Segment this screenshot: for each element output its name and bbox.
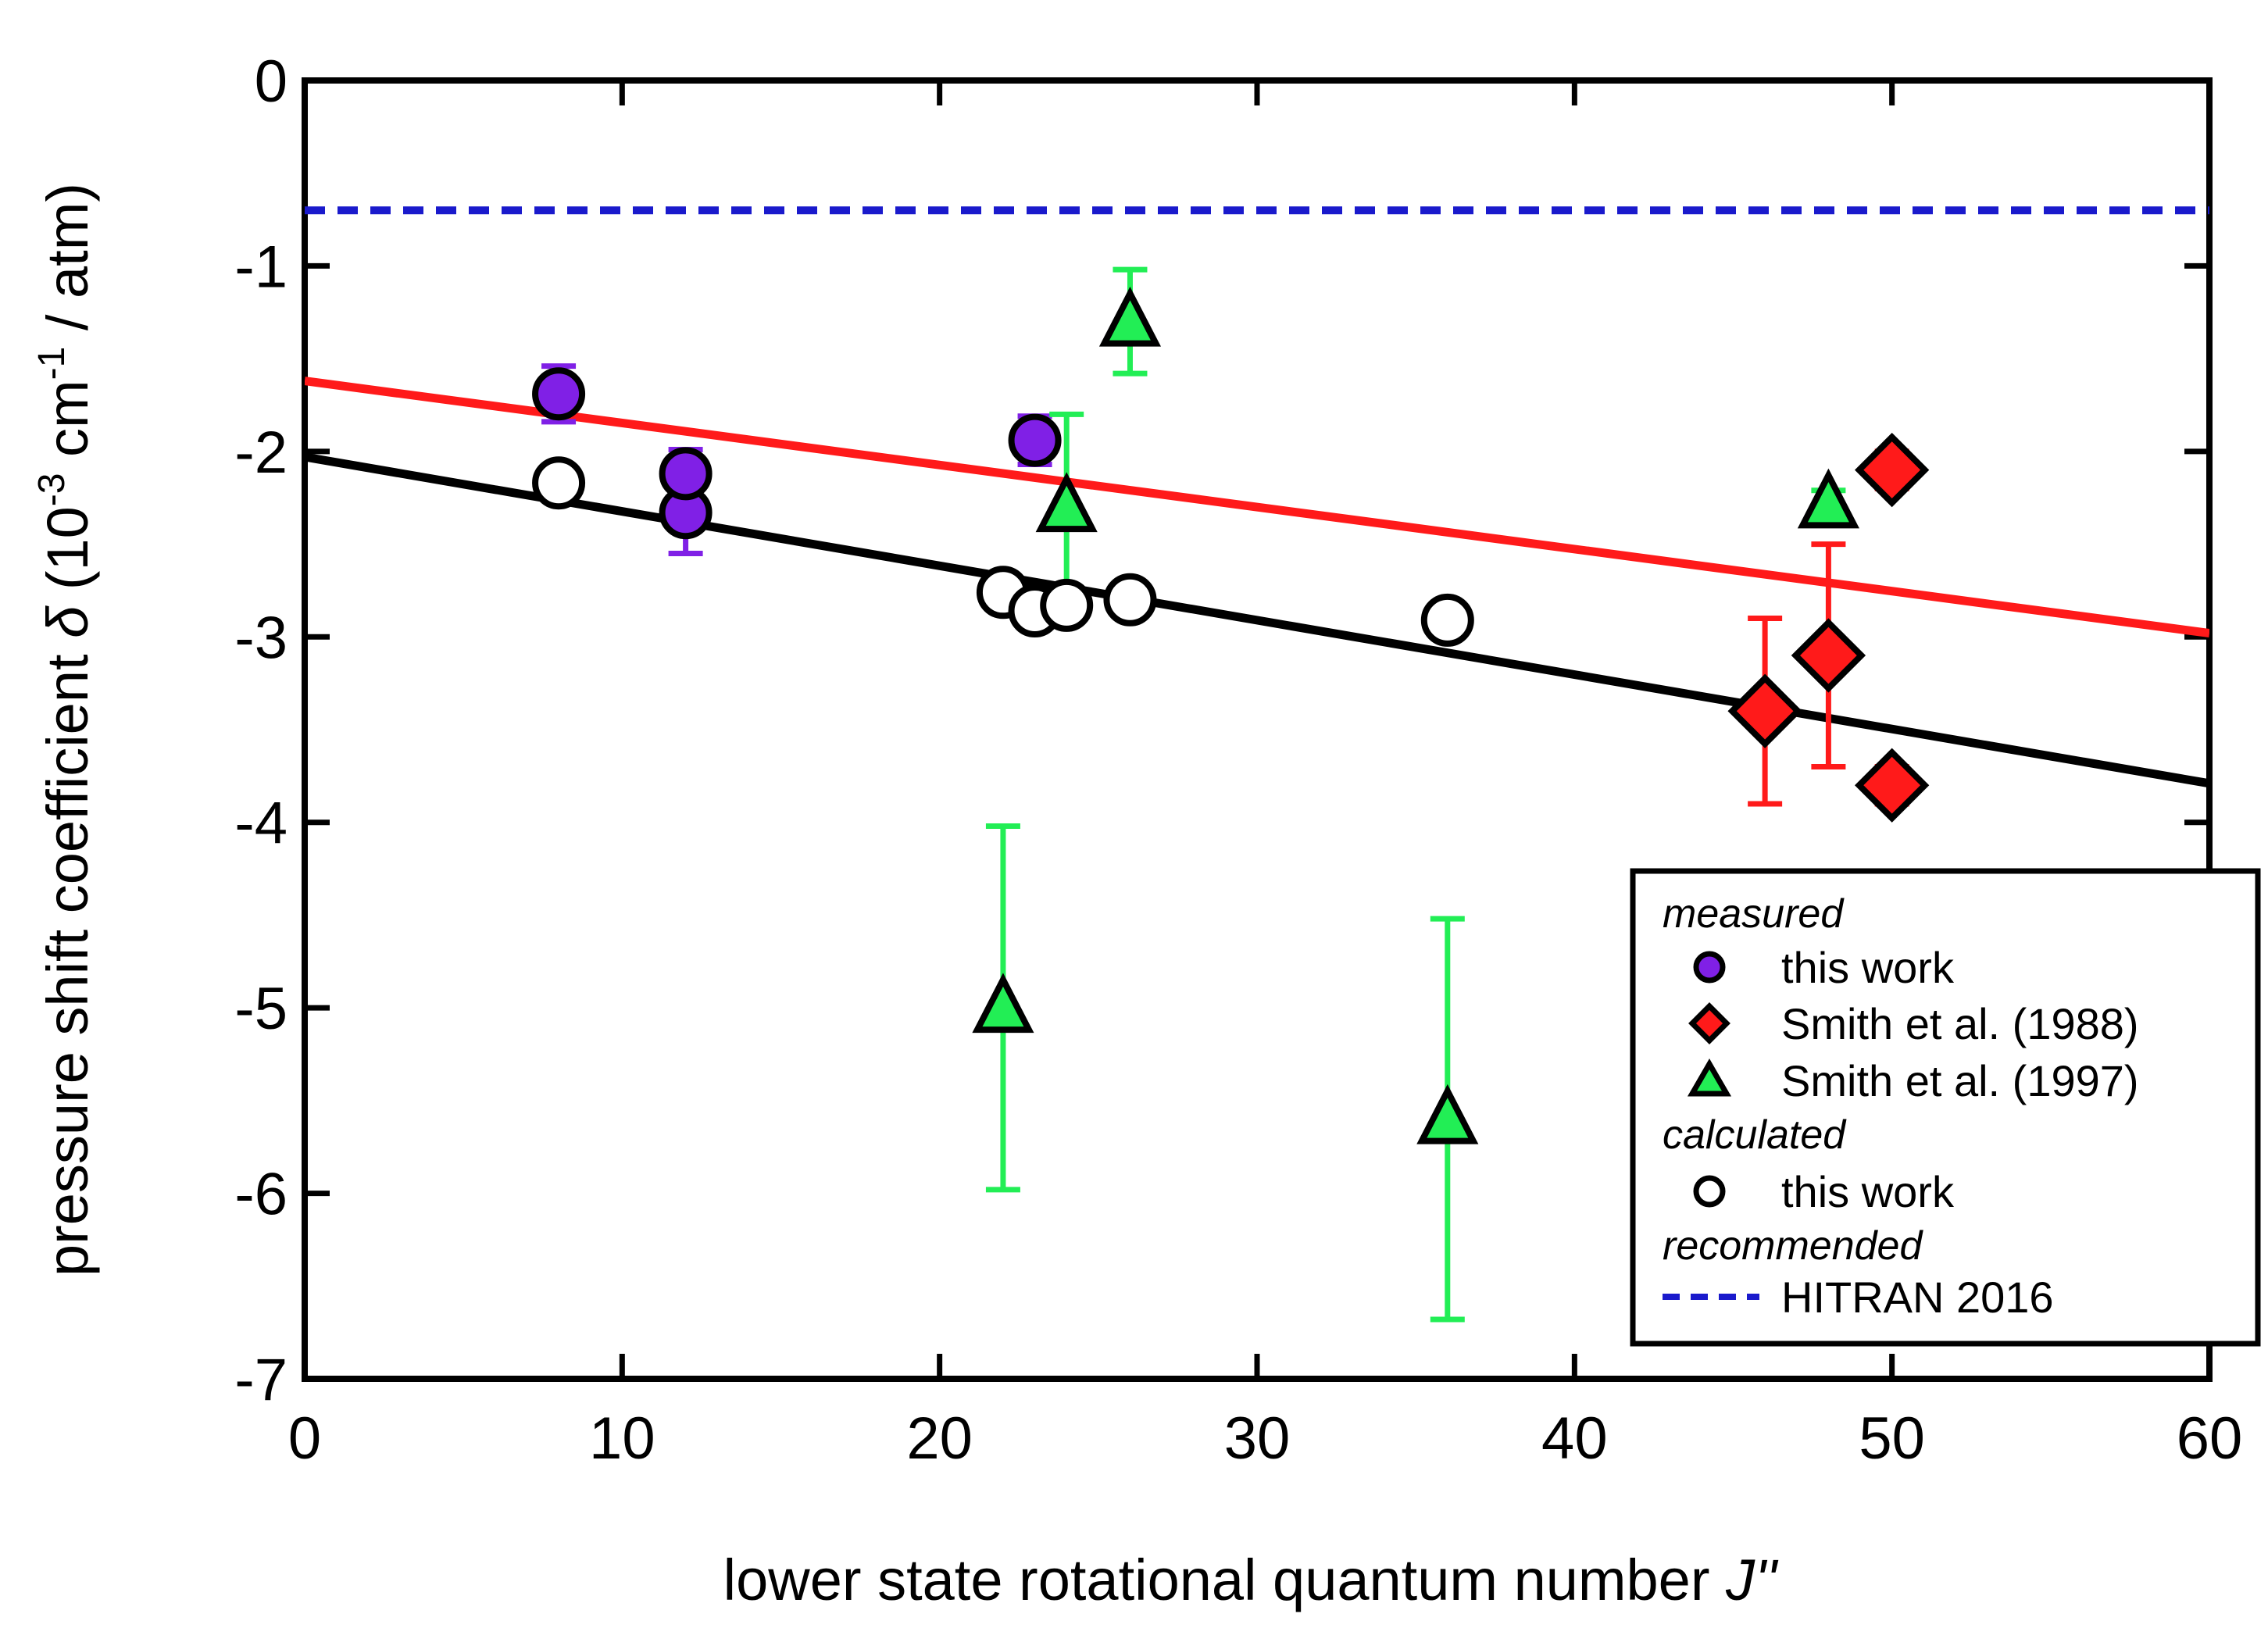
legend-label-smith-1988: Smith et al. (1988) — [1781, 999, 2139, 1048]
y-tick-label: -1 — [234, 234, 288, 300]
legend-box — [1630, 868, 2261, 1347]
y-tick-label: -4 — [234, 791, 288, 857]
smith-1988-point — [1791, 618, 1866, 693]
y-axis-title-exp1: -3 — [31, 473, 73, 507]
smith-1988-point — [1855, 748, 1930, 823]
y-axis-title-prefix: pressure shift coefficient — [35, 638, 100, 1276]
legend-marker-this-work-calculated — [1693, 1175, 1726, 1208]
axis-tick-labels: 0 10 20 30 40 50 60 0 -1 -2 -3 -4 -5 -6 -7 — [234, 48, 2242, 1472]
x-axis-title-symbol: J'' — [1725, 1548, 1779, 1612]
y-axis-title-suffix: / atm) — [35, 183, 100, 347]
legend-heading-calculated: calculated — [1663, 1112, 1847, 1158]
smith-1997-point — [1416, 1084, 1479, 1144]
this-work-measured-point — [532, 367, 586, 421]
y-tick-label: -6 — [234, 1162, 288, 1228]
legend-marker-smith-1988 — [1688, 1002, 1730, 1044]
smith-1997-point — [1035, 472, 1098, 533]
this-work-measured-point — [1008, 413, 1062, 467]
y-axis-title: pressure shift coefficient δ (10-3 cm-1 … — [31, 183, 100, 1276]
legend-marker-smith-1997 — [1687, 1059, 1732, 1097]
this-work-calculated-point — [1103, 573, 1157, 627]
this-work-calculated-point — [1040, 578, 1094, 632]
legend-label-smith-1997: Smith et al. (1997) — [1781, 1056, 2139, 1105]
x-tick-label: 0 — [288, 1405, 321, 1472]
x-tick-label: 60 — [2177, 1405, 2243, 1472]
x-tick-label: 20 — [906, 1405, 973, 1472]
this-work-calculated-point — [1420, 593, 1474, 647]
y-tick-label: -3 — [234, 605, 288, 671]
y-tick-label: -2 — [234, 419, 288, 486]
smith-1988-point — [1855, 432, 1930, 508]
y-axis-title-paren: (10 — [35, 506, 100, 606]
x-tick-label: 40 — [1541, 1405, 1608, 1472]
smith-1988-point — [1727, 673, 1802, 748]
x-tick-label: 50 — [1859, 1405, 1925, 1472]
legend-label-this-work-measured: this work — [1781, 943, 1955, 992]
x-axis-title: lower state rotational quantum number J'… — [723, 1548, 1780, 1612]
calculated-fit-line — [305, 452, 2209, 788]
fit-lines — [305, 206, 2209, 788]
this-work-calculated-point — [532, 456, 586, 510]
x-tick-label: 30 — [1224, 1405, 1291, 1472]
x-tick-label: 10 — [589, 1405, 655, 1472]
legend-label-this-work-calculated: this work — [1781, 1167, 1955, 1216]
y-axis-title-symbol: δ — [35, 605, 100, 638]
data-points — [532, 266, 1930, 1323]
y-axis-title-exp2: -1 — [31, 347, 73, 380]
legend: measured this work Smith et al. (1988) S… — [1630, 868, 2261, 1347]
legend-marker-this-work-measured — [1693, 951, 1726, 984]
measured-fit-line — [305, 377, 2209, 637]
this-work-measured-point — [659, 447, 713, 501]
legend-heading-measured: measured — [1663, 891, 1845, 937]
x-axis-title-text: lower state rotational quantum number — [723, 1548, 1726, 1612]
y-axis-title-unit: cm — [35, 380, 100, 473]
legend-heading-recommended: recommended — [1663, 1223, 1923, 1269]
legend-label-hitran: HITRAN 2016 — [1781, 1273, 2054, 1322]
y-tick-label: -5 — [234, 976, 288, 1042]
y-tick-label: 0 — [255, 48, 288, 115]
smith-1997-point — [1797, 468, 1859, 529]
y-tick-label: -7 — [234, 1347, 288, 1413]
smith-1997-point — [972, 973, 1034, 1034]
smith-1997-point — [1098, 286, 1162, 347]
